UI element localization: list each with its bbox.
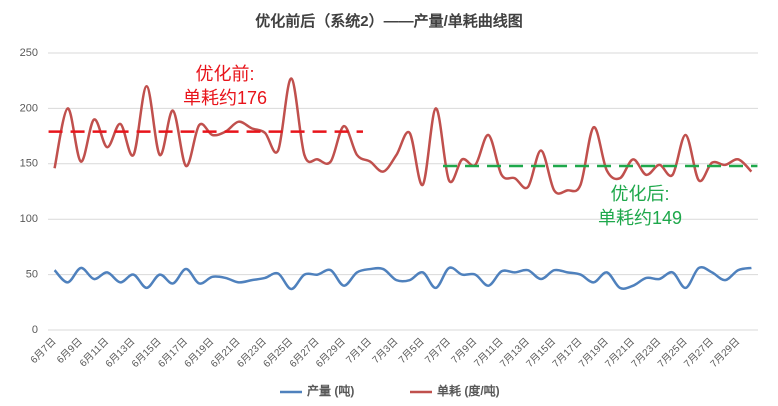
y-tick-label: 100	[20, 213, 38, 225]
y-tick-label: 250	[20, 47, 38, 59]
x-tick-label: 7月3日	[370, 336, 400, 366]
annotation: 优化前:	[195, 64, 254, 84]
y-tick-label: 200	[20, 102, 38, 114]
legend-label: 产量 (吨)	[307, 383, 354, 398]
line-series	[53, 266, 752, 291]
annotation: 优化后:	[610, 184, 669, 204]
x-tick-label: 7月1日	[344, 336, 374, 366]
x-tick-label: 7月29日	[708, 336, 742, 370]
x-tick-label: 7月7日	[423, 336, 453, 366]
x-tick-label: 6月7日	[28, 336, 58, 366]
y-tick-label: 150	[20, 158, 38, 170]
y-tick-label: 0	[32, 324, 38, 336]
line-series	[53, 77, 753, 195]
legend-label: 单耗 (度/吨)	[437, 383, 500, 398]
x-tick-label: 7月5日	[396, 336, 426, 366]
chart-title: 优化前后（系统2）——产量/单耗曲线图	[255, 12, 523, 30]
annotation: 单耗约149	[598, 208, 682, 228]
annotation: 单耗约176	[183, 88, 267, 108]
x-tick-label: 6月29日	[313, 336, 347, 370]
y-tick-label: 50	[26, 269, 38, 281]
